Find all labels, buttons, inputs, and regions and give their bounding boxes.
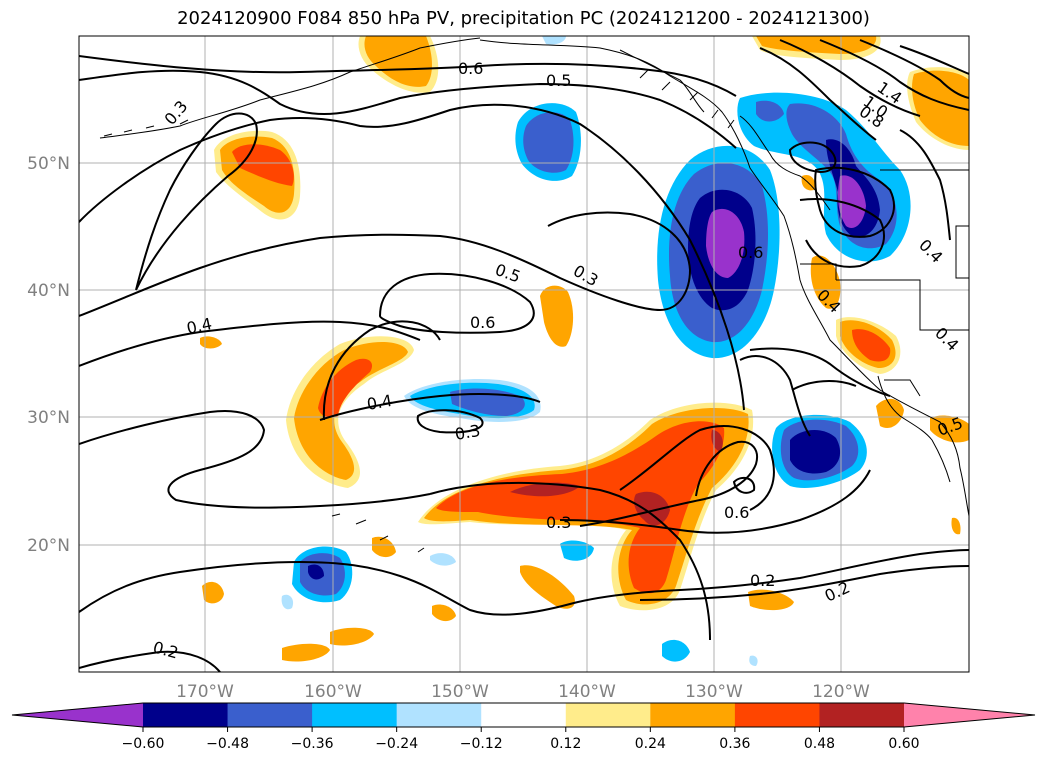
lat-label: 30°N [27, 408, 70, 428]
graticule [79, 36, 969, 672]
lon-label: 150°W [431, 682, 489, 702]
colorbar-cell [481, 703, 567, 727]
longitude-labels: 170°W 160°W 150°W 140°W 130°W 120°W [176, 682, 870, 702]
map-title: 2024120900 F084 850 hPa PV, precipitatio… [177, 8, 870, 29]
colorbar-tick-label: 0.36 [719, 736, 750, 752]
colorbar-cell [312, 703, 398, 727]
colorbar-tick-label: −0.48 [206, 736, 249, 752]
colorbar-extend-high [904, 703, 1035, 727]
contour-label: 0.6 [738, 243, 763, 262]
lat-label: 50°N [27, 154, 70, 174]
colorbar-tick-label: −0.12 [460, 736, 503, 752]
colorbar-cell [819, 703, 905, 727]
contour-label: 0.5 [546, 71, 571, 90]
map-frame [78, 35, 970, 673]
colorbar-tick-label: 0.48 [804, 736, 835, 752]
map-plot-area: 0.6 0.5 0.3 0.5 0.3 0.6 0.4 0.4 0.3 0.3 … [79, 36, 969, 672]
colorbar: −0.60 −0.48 −0.36 −0.24 −0.12 0.12 0.24 0.36 0.4… [11, 702, 1036, 752]
contour-label: 0.4 [365, 391, 393, 414]
colorbar-cell [143, 703, 229, 727]
lon-label: 120°W [812, 682, 870, 702]
positive-precip-shading [200, 36, 969, 662]
lat-label: 20°N [27, 536, 70, 556]
colorbar-cell [396, 703, 482, 727]
colorbar-tick-label: 0.60 [888, 736, 919, 752]
colorbar-tick-label: 0.12 [550, 736, 581, 752]
lon-label: 130°W [685, 682, 743, 702]
lat-label: 40°N [27, 281, 70, 301]
contour-label: 0.3 [546, 513, 571, 532]
contour-label: 0.3 [453, 421, 481, 444]
colorbar-tick-label: −0.24 [375, 736, 418, 752]
colorbar-extend-low [12, 703, 143, 727]
colorbar-tick-label: −0.36 [291, 736, 334, 752]
pv-contours [79, 39, 969, 672]
colorbar-cell [227, 703, 313, 727]
colorbar-cell [565, 703, 651, 727]
lon-label: 160°W [304, 682, 362, 702]
contour-label: 0.6 [470, 313, 495, 332]
lon-label: 170°W [176, 682, 234, 702]
contour-label: 0.6 [458, 59, 483, 78]
latitude-labels: 20°N 30°N 40°N 50°N [27, 154, 70, 556]
contour-label: 0.4 [185, 314, 214, 338]
colorbar-cell [650, 703, 736, 727]
contour-label: 0.2 [750, 571, 775, 590]
lon-label: 140°W [558, 682, 616, 702]
colorbar-tick-label: 0.24 [635, 736, 666, 752]
contour-label: 0.6 [724, 503, 749, 522]
colorbar-tick-label: −0.60 [122, 736, 165, 752]
colorbar-cell [734, 703, 820, 727]
